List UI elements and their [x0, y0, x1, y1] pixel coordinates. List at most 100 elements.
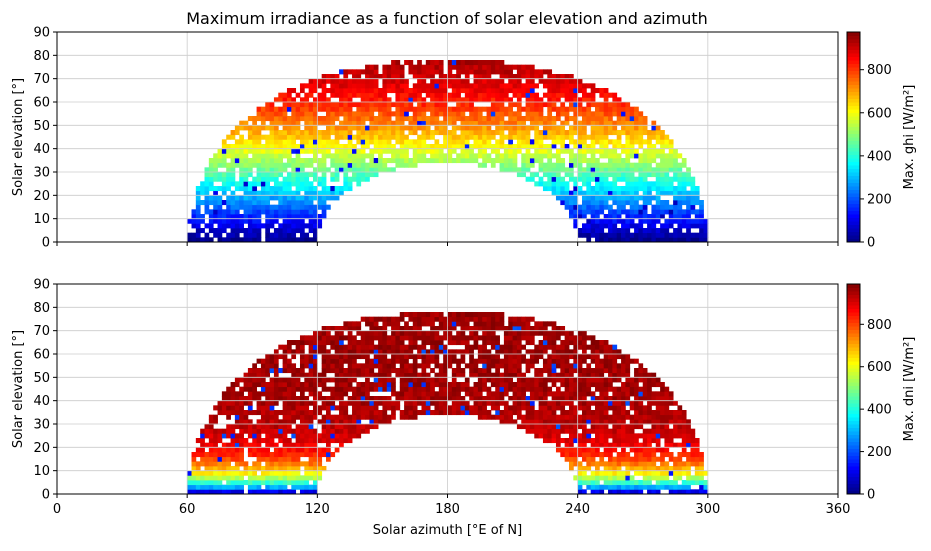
heatmap-cell: [478, 79, 483, 84]
heatmap-cell: [218, 475, 223, 480]
heatmap-cell: [482, 65, 487, 70]
heatmap-cell: [612, 209, 617, 214]
heatmap-cell: [599, 415, 604, 420]
heatmap-cell: [261, 457, 266, 462]
heatmap-cell: [452, 65, 457, 70]
heatmap-cell: [565, 387, 570, 392]
heatmap-cell: [326, 354, 331, 359]
heatmap-cell: [309, 368, 314, 373]
heatmap-cell: [408, 377, 413, 382]
heatmap-cell: [578, 139, 583, 144]
heatmap-cell: [625, 111, 630, 116]
heatmap-cell: [304, 401, 309, 406]
heatmap-cell: [265, 209, 270, 214]
heatmap-cell: [222, 471, 227, 476]
heatmap-cell: [400, 149, 405, 154]
heatmap-cell: [335, 345, 340, 350]
heatmap-cell: [478, 107, 483, 112]
heatmap-cell: [348, 149, 353, 154]
heatmap-cell: [352, 153, 357, 158]
heatmap-cell: [317, 382, 322, 387]
heatmap-cell: [387, 321, 392, 326]
heatmap-cell: [599, 181, 604, 186]
heatmap-cell: [378, 377, 383, 382]
heatmap-cell: [252, 177, 257, 182]
heatmap-cell: [365, 363, 370, 368]
heatmap-cell: [200, 228, 205, 233]
heatmap-cell: [612, 111, 617, 116]
heatmap-cell: [591, 228, 596, 233]
heatmap-cell: [309, 471, 314, 476]
heatmap-cell: [495, 153, 500, 158]
heatmap-cell: [205, 429, 210, 434]
heatmap-cell: [339, 125, 344, 130]
heatmap-cell: [695, 223, 700, 228]
heatmap-cell: [448, 312, 453, 317]
heatmap-cell: [317, 107, 322, 112]
heatmap-cell: [521, 382, 526, 387]
heatmap-cell: [695, 186, 700, 191]
heatmap-cell: [304, 471, 309, 476]
heatmap-cell: [205, 200, 210, 205]
heatmap-cell: [521, 317, 526, 322]
heatmap-cell: [257, 475, 262, 480]
heatmap-cell: [369, 172, 374, 177]
heatmap-cell: [239, 447, 244, 452]
heatmap-cell: [474, 382, 479, 387]
heatmap-cell: [448, 317, 453, 322]
heatmap-cell: [465, 69, 470, 74]
heatmap-cell: [369, 415, 374, 420]
heatmap-cell: [469, 102, 474, 107]
heatmap-cell: [400, 382, 405, 387]
heatmap-cell: [257, 130, 262, 135]
heatmap-cell: [382, 88, 387, 93]
heatmap-cell: [361, 335, 366, 340]
heatmap-cell: [638, 233, 643, 238]
heatmap-cell: [569, 410, 574, 415]
heatmap-cell: [560, 354, 565, 359]
heatmap-cell: [534, 415, 539, 420]
heatmap-cell: [287, 149, 292, 154]
heatmap-cell: [625, 391, 630, 396]
heatmap-cell: [378, 102, 383, 107]
heatmap-cell: [252, 424, 257, 429]
heatmap-cell: [500, 387, 505, 392]
heatmap-cell: [461, 387, 466, 392]
heatmap-cell: [369, 359, 374, 364]
heatmap-cell: [330, 433, 335, 438]
heatmap-cell: [634, 135, 639, 140]
heatmap-cell: [339, 359, 344, 364]
heatmap-cell: [382, 93, 387, 98]
heatmap-cell: [235, 485, 240, 490]
heatmap-cell: [617, 433, 622, 438]
heatmap-cell: [421, 387, 426, 392]
heatmap-cell: [304, 111, 309, 116]
heatmap-cell: [257, 359, 262, 364]
heatmap-cell: [621, 116, 626, 121]
heatmap-cell: [395, 149, 400, 154]
heatmap-cell: [487, 88, 492, 93]
heatmap-cell: [222, 447, 227, 452]
heatmap-cell: [534, 382, 539, 387]
heatmap-cell: [413, 93, 418, 98]
heatmap-cell: [339, 340, 344, 345]
heatmap-cell: [495, 88, 500, 93]
heatmap-cell: [465, 377, 470, 382]
heatmap-cell: [591, 88, 596, 93]
colorbar-tick-label: 0: [867, 236, 875, 251]
heatmap-cell: [417, 107, 422, 112]
heatmap-cell: [434, 377, 439, 382]
heatmap-cell: [200, 200, 205, 205]
heatmap-cell: [595, 433, 600, 438]
heatmap-cell: [604, 219, 609, 224]
heatmap-cell: [434, 93, 439, 98]
heatmap-cell: [448, 335, 453, 340]
heatmap-cell: [326, 139, 331, 144]
heatmap-cell: [257, 139, 262, 144]
heatmap-cell: [391, 79, 396, 84]
heatmap-cell: [278, 93, 283, 98]
heatmap-cell: [643, 195, 648, 200]
heatmap-cell: [556, 130, 561, 135]
heatmap-cell: [244, 153, 249, 158]
heatmap-cell: [309, 340, 314, 345]
